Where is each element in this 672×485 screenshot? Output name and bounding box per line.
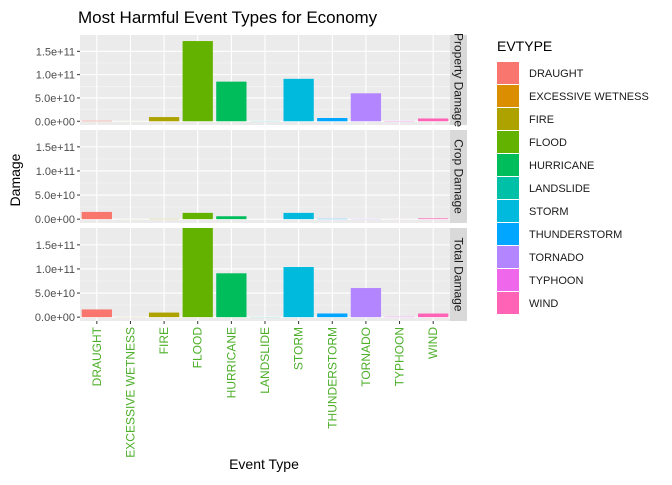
legend-label: FLOOD [529,137,567,149]
legend-label: TYPHOON [529,275,583,287]
bar-fire [149,313,179,318]
legend-swatch [497,85,519,107]
legend-swatch [497,154,519,176]
legend-label: DRAUGHT [529,68,584,80]
y-tick-label: 0.0e+00 [35,214,75,226]
y-tick-label: 5.0e+10 [35,190,75,202]
bar-storm [284,79,314,121]
y-tick-label: 1.5e+11 [36,142,75,154]
y-tick-label: 1.5e+11 [36,46,75,58]
facet-property-damage: 0.0e+00 5.0e+10 1.0e+11 1.5e+11 Property Dam… [35,33,467,128]
y-tick-label: 0.0e+00 [35,312,75,324]
bar-storm [284,267,314,317]
legend-title: EVTYPE [497,38,552,54]
y-tick-label: 5.0e+10 [35,93,75,105]
bar-tornado [351,93,381,121]
facet-total-damage: 0.0e+00 5.0e+10 1.0e+11 1.5e+11 Total Damage [35,228,467,324]
bar-draught [82,309,112,317]
x-tick-label: STORM [292,327,306,370]
bar-flood [183,213,213,219]
bar-hurricane [216,216,246,219]
legend-label: THUNDERSTORM [529,229,622,241]
x-tick-label: TORNADO [359,327,373,387]
x-tick-label: WIND [426,327,440,359]
legend-swatch [497,292,519,314]
x-tick-label: HURRICANE [224,327,238,398]
bar-draught [82,212,112,219]
bar-storm [284,213,314,219]
bar-wind [418,118,448,121]
x-tick-label: FLOOD [191,327,205,369]
legend-swatch [497,246,519,268]
bar-wind [418,218,448,219]
facets: 0.0e+00 5.0e+10 1.0e+11 1.5e+11 Property Dam… [35,33,467,324]
x-tick-label: TYPHOON [393,327,407,386]
y-tick-label: 5.0e+10 [35,288,75,300]
bar-thunderstorm [317,118,347,121]
x-axis-label: Event Type [229,456,299,472]
legend: EVTYPE DRAUGHT EXCESSIVE WETNESS FIRE FLOOD… [497,38,649,314]
bar-thunderstorm [317,313,347,317]
bar-flood [183,41,213,121]
facet-strip-label: Property Damage [452,33,466,127]
legend-swatch [497,108,519,130]
legend-label: FIRE [529,114,554,126]
x-tick-label: THUNDERSTORM [325,327,339,429]
legend-label: TORNADO [529,252,584,264]
legend-swatch [497,177,519,199]
facet-crop-damage: 0.0e+00 5.0e+10 1.0e+11 1.5e+11 Crop Damage [35,130,467,226]
bar-tornado [351,288,381,317]
x-tick-label: LANDSLIDE [258,327,272,394]
x-tick-label: FIRE [157,327,171,354]
y-tick-label: 1.5e+11 [36,240,75,252]
bar-wind [418,314,448,318]
legend-swatch [497,62,519,84]
legend-label: WIND [529,298,558,310]
bar-hurricane [216,82,246,122]
bar-fire [149,117,179,121]
y-axis-label: Damage [7,153,23,206]
x-tick-label: DRAUGHT [90,326,104,386]
facet-strip-label: Crop Damage [452,139,466,214]
legend-swatch [497,131,519,153]
bar-flood [183,228,213,317]
legend-swatch [497,223,519,245]
x-tick-label: EXCESSIVE WETNESS [123,327,137,458]
legend-swatch [497,269,519,291]
legend-label: EXCESSIVE WETNESS [529,91,649,103]
chart-title: Most Harmful Event Types for Economy [78,8,378,27]
y-tick-label: 0.0e+00 [35,116,75,128]
y-tick-label: 1.0e+11 [36,166,75,178]
legend-label: LANDSLIDE [529,183,590,195]
legend-label: STORM [529,206,569,218]
bar-hurricane [216,273,246,317]
y-tick-label: 1.0e+11 [36,70,75,82]
facet-strip-label: Total Damage [452,237,466,311]
x-tick-labels: DRAUGHT EXCESSIVE WETNESS FIRE FLOOD HURRICA… [90,321,440,458]
legend-label: HURRICANE [529,160,594,172]
y-tick-label: 1.0e+11 [36,264,75,276]
legend-swatch [497,200,519,222]
